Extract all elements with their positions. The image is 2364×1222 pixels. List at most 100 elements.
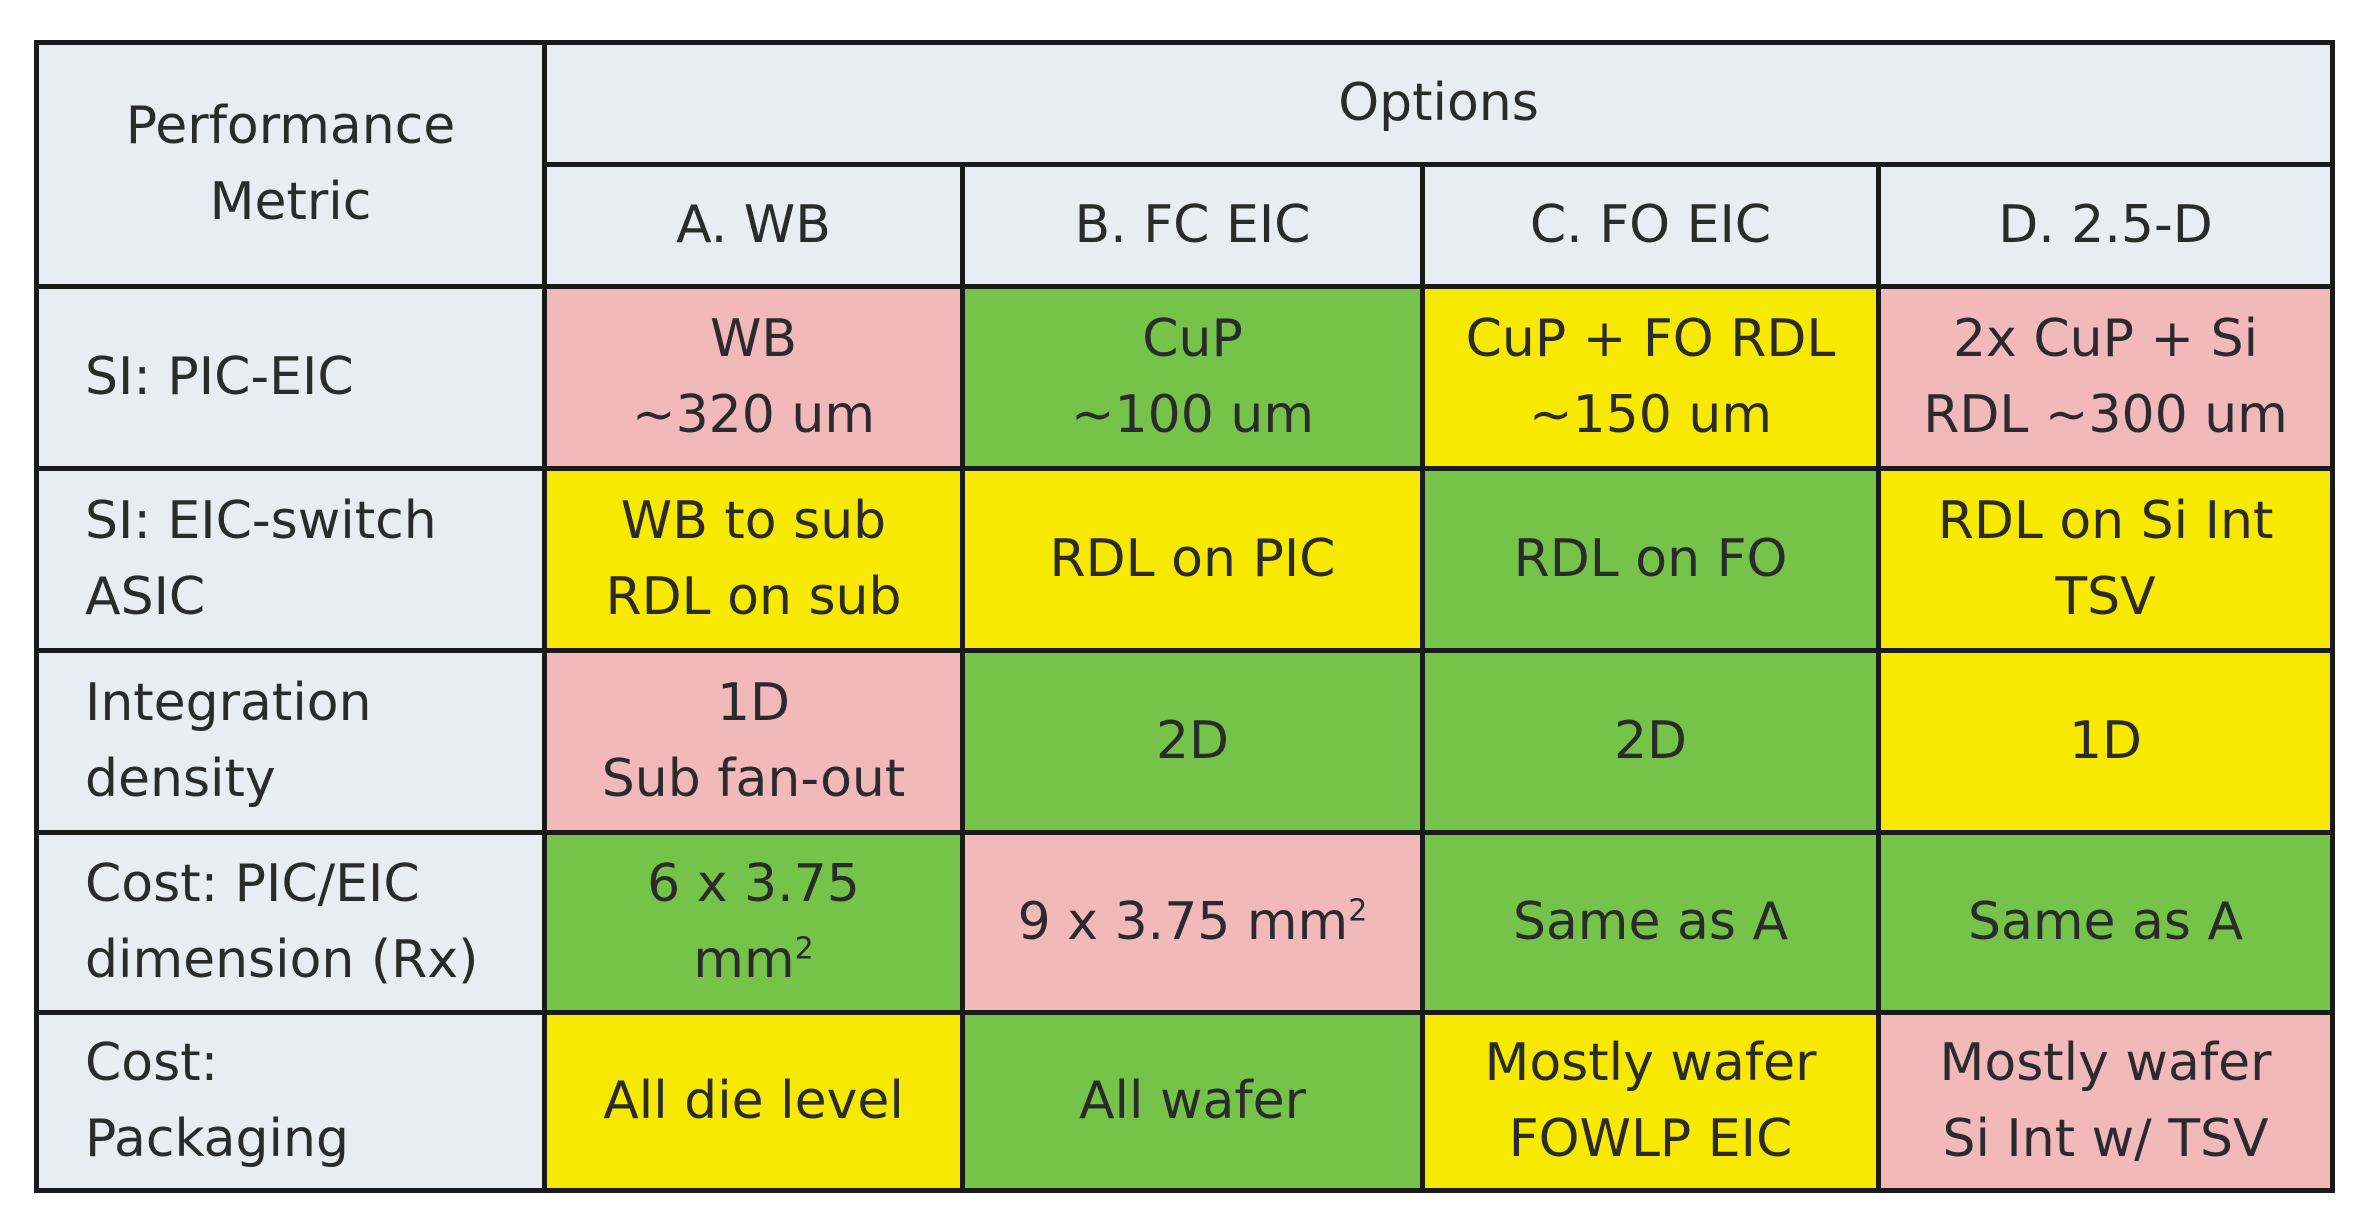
metric-label-line: density	[85, 748, 276, 809]
rating-cell: 2D	[1420, 648, 1881, 835]
rating-cell: All die level	[542, 1010, 965, 1193]
table-row: SI: EIC-switch ASIC WB to sub RDL on sub RDL…	[34, 466, 2336, 653]
header-row-columns: A. WB B. FC EIC C. FO EIC D. 2.5-D	[37, 162, 2336, 289]
cell-text: Same as A	[1512, 891, 1789, 952]
cell-text: RDL on Si Int	[1937, 491, 2274, 552]
row-metric-label: SI: EIC-switch ASIC	[34, 466, 547, 653]
rating-cell: 9 x 3.75 mm2	[960, 830, 1425, 1015]
cell-text-line: 2x CuP + Si	[1903, 302, 2308, 377]
cell-text-line: RDL on FO	[1447, 522, 1854, 597]
cell-text-line: RDL ~300 um	[1903, 378, 2308, 453]
cell-text: 2x CuP + Si	[1952, 309, 2259, 370]
row-metric-label: SI: PIC-EIC	[34, 284, 547, 471]
cell-text-line: Mostly wafer	[1903, 1026, 2308, 1101]
table-row: Integration density 1D Sub fan-out 2D 2D 1D	[34, 648, 2336, 835]
rating-cell: RDL on PIC	[960, 466, 1425, 653]
table-row: Cost: Packaging All die level All wafer Most…	[34, 1010, 2336, 1193]
superscript: 2	[1348, 893, 1368, 929]
cell-text: 9 x 3.75 mm	[1017, 891, 1349, 952]
options-header: Options	[541, 40, 2336, 167]
rating-cell: 1D Sub fan-out	[542, 648, 965, 835]
corner-header: Performance Metric	[34, 40, 547, 289]
cell-text: 2D	[1613, 710, 1688, 771]
rating-cell: Mostly wafer Si Int w/ TSV	[1875, 1010, 2336, 1193]
cell-text-line: RDL on Si Int	[1903, 484, 2308, 559]
rating-cell: WB ~320 um	[542, 284, 965, 471]
cell-text-line: ~150 um	[1447, 378, 1854, 453]
cell-text: 6 x 3.75	[647, 854, 860, 915]
cell-text-line: 1D	[569, 666, 938, 741]
metric-label-line: Packaging	[85, 1108, 349, 1169]
cell-text: Mostly wafer	[1484, 1033, 1817, 1094]
cell-text-line: All die level	[569, 1064, 938, 1139]
cell-text-line: CuP	[987, 302, 1398, 377]
cell-text: 1D	[2068, 710, 2143, 771]
comparison-table: Performance Metric Options A. WB B. FC E…	[34, 40, 2336, 1193]
cell-text: RDL on sub	[605, 566, 902, 627]
cell-text: FOWLP EIC	[1508, 1108, 1793, 1169]
cell-text-line: FOWLP EIC	[1447, 1102, 1854, 1177]
rating-cell: Same as A	[1875, 830, 2336, 1015]
metric-label-line: Cost: PIC/EIC	[85, 854, 420, 915]
cell-text-line: ~320 um	[569, 378, 938, 453]
cell-text: CuP + FO RDL	[1465, 309, 1836, 370]
cell-text: CuP	[1142, 309, 1243, 370]
table-row: Cost: PIC/EIC dimension (Rx) 6 x 3.75 mm 2 9 …	[34, 830, 2336, 1015]
cell-text-line: WB to sub	[569, 484, 938, 559]
corner-header-line: Performance	[125, 96, 456, 157]
cell-text: ~320 um	[632, 384, 875, 445]
cell-text-line: 2D	[987, 704, 1398, 779]
table-row: SI: PIC-EIC WB ~320 um CuP ~100 um CuP + FO R…	[34, 284, 2336, 471]
table-body: Performance Metric Options A. WB B. FC E…	[34, 40, 2336, 1193]
cell-text: 2D	[1155, 710, 1230, 771]
cell-text: RDL on FO	[1513, 528, 1788, 589]
cell-text: RDL ~300 um	[1923, 384, 2288, 445]
row-metric-label: Cost: PIC/EIC dimension (Rx)	[34, 830, 547, 1015]
cell-text: Same as A	[1967, 891, 2244, 952]
cell-text-line: Same as A	[1903, 885, 2308, 960]
rating-cell: All wafer	[960, 1010, 1425, 1193]
cell-text: WB	[709, 309, 798, 370]
cell-text-line: Same as A	[1447, 885, 1854, 960]
cell-text-line: 2D	[1447, 704, 1854, 779]
cell-text-line: All wafer	[987, 1064, 1398, 1139]
rating-cell: RDL on FO	[1420, 466, 1881, 653]
metric-label-line: ASIC	[85, 566, 206, 627]
column-header-d: D. 2.5-D	[1875, 162, 2336, 289]
cell-text: Sub fan-out	[601, 748, 906, 809]
cell-text: RDL on PIC	[1049, 528, 1336, 589]
rating-cell: 2D	[960, 648, 1425, 835]
row-metric-label: Integration density	[34, 648, 547, 835]
cell-text-line: ~100 um	[987, 378, 1398, 453]
metric-label-line: dimension (Rx)	[85, 929, 479, 990]
rating-cell: CuP + FO RDL ~150 um	[1420, 284, 1881, 471]
rating-cell: Mostly wafer FOWLP EIC	[1420, 1010, 1881, 1193]
cell-text: All die level	[603, 1070, 904, 1131]
column-header-c: C. FO EIC	[1420, 162, 1881, 289]
rating-cell: 1D	[1875, 648, 2336, 835]
cell-text: TSV	[2055, 566, 2156, 627]
rating-cell: WB to sub RDL on sub	[542, 466, 965, 653]
cell-text-line: CuP + FO RDL	[1447, 302, 1854, 377]
cell-text: WB to sub	[620, 491, 887, 552]
metric-label-line: Cost:	[85, 1033, 219, 1094]
cell-text-line: Sub fan-out	[569, 742, 938, 817]
cell-text-line: 9 x 3.75 mm2	[987, 885, 1398, 960]
rating-cell: Same as A	[1420, 830, 1881, 1015]
cell-text: mm	[693, 929, 795, 990]
cell-text: ~150 um	[1529, 384, 1772, 445]
cell-text: ~100 um	[1071, 384, 1314, 445]
cell-text-line: Mostly wafer	[1447, 1026, 1854, 1101]
cell-text-line: RDL on PIC	[987, 522, 1398, 597]
rating-cell: CuP ~100 um	[960, 284, 1425, 471]
cell-text-line: 6 x 3.75	[569, 847, 938, 922]
cell-text-line: WB	[569, 302, 938, 377]
metric-label-line: Integration	[85, 673, 372, 734]
cell-text: All wafer	[1078, 1070, 1307, 1131]
metric-label-line: SI: PIC-EIC	[85, 346, 354, 407]
rating-cell: 6 x 3.75 mm2	[542, 830, 965, 1015]
column-header-a: A. WB	[542, 162, 965, 289]
cell-text: Si Int w/ TSV	[1942, 1108, 2269, 1169]
cell-text-line: 1D	[1903, 704, 2308, 779]
rating-cell: 2x CuP + Si RDL ~300 um	[1875, 284, 2336, 471]
